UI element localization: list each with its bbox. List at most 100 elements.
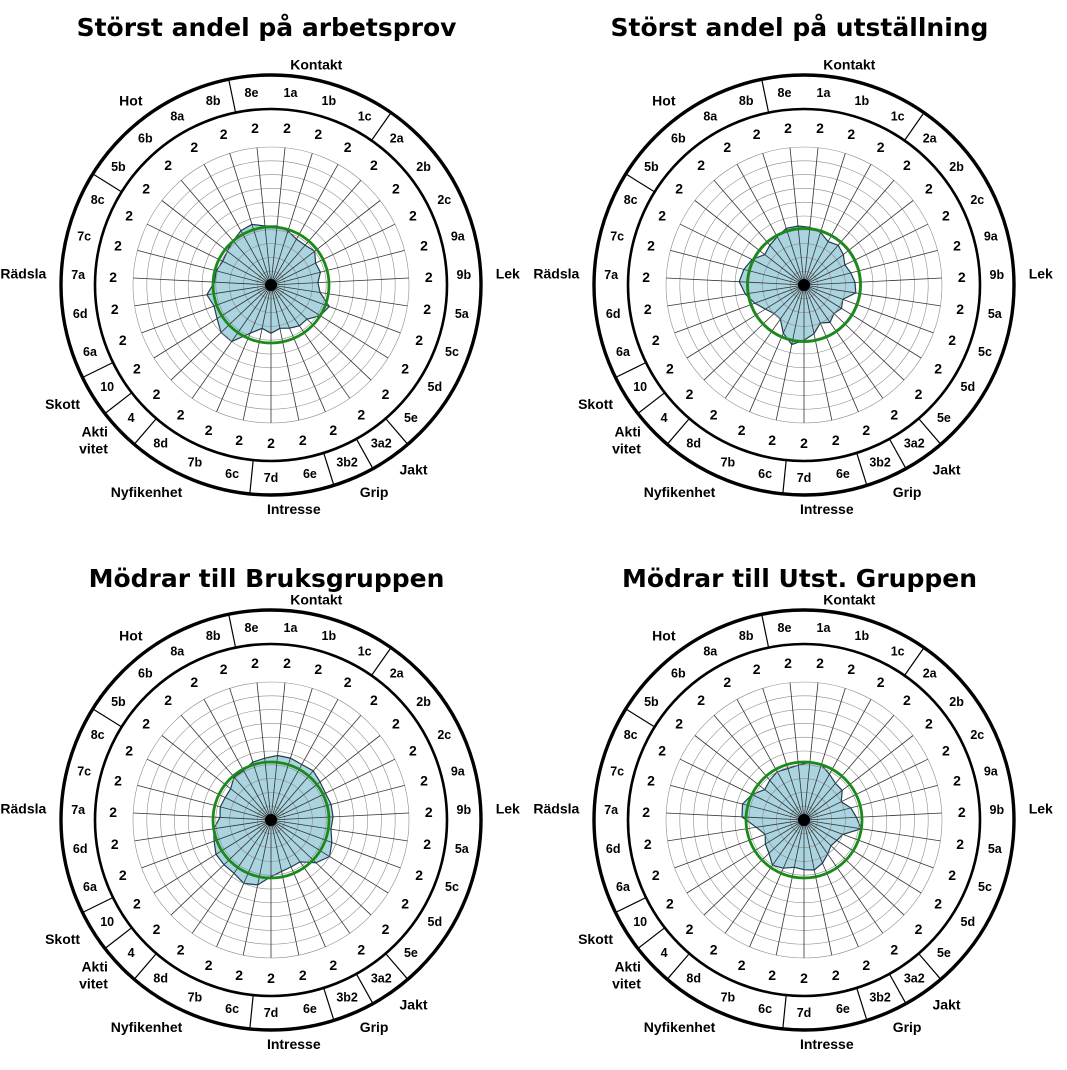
scale-label: 2 xyxy=(816,120,824,136)
scale-label: 2 xyxy=(710,407,718,423)
scale-label: 2 xyxy=(658,742,666,758)
scale-label: 2 xyxy=(903,157,911,173)
category-label: 6a xyxy=(83,345,98,359)
category-label: 3b2 xyxy=(869,990,891,1004)
category-label: 3a2 xyxy=(904,436,925,450)
grid-spoke xyxy=(803,250,938,286)
scale-label: 2 xyxy=(401,361,409,377)
category-label: 5b xyxy=(644,160,659,174)
scale-label: 2 xyxy=(153,921,161,937)
category-label: 5c xyxy=(445,345,459,359)
category-label: 3a2 xyxy=(371,971,392,985)
category-label: 6d xyxy=(606,842,621,856)
group-separator xyxy=(615,361,647,379)
grid-spoke xyxy=(736,699,805,821)
grid-spoke xyxy=(674,819,805,869)
inner-ring xyxy=(626,107,982,463)
category-label: 7a xyxy=(604,268,619,282)
category-label: 6a xyxy=(83,880,98,894)
category-label: 5c xyxy=(978,880,992,894)
group-separator xyxy=(615,896,647,914)
scale-label: 2 xyxy=(862,957,870,973)
category-label: 5d xyxy=(961,380,976,394)
scale-label: 2 xyxy=(800,970,808,986)
scale-label: 2 xyxy=(357,407,365,423)
category-label: 7c xyxy=(610,230,624,244)
group-separator xyxy=(385,418,409,445)
grid-spoke xyxy=(803,682,819,821)
grid-spoke xyxy=(203,164,272,286)
group-separator xyxy=(666,418,690,445)
scale-label: 2 xyxy=(642,804,650,820)
scale-label: 2 xyxy=(382,921,390,937)
category-label: 7d xyxy=(264,1006,279,1020)
grid-spoke xyxy=(180,715,272,821)
category-label: 2a xyxy=(390,667,405,681)
group-separator xyxy=(782,995,787,1029)
chart-title: Mödrar till Bruksgruppen xyxy=(88,564,445,593)
grid-spoke xyxy=(713,180,805,286)
category-label: 2b xyxy=(416,695,431,709)
category-label: 5a xyxy=(988,842,1003,856)
grid-spoke xyxy=(789,682,805,821)
group-label: Kontakt xyxy=(823,57,875,73)
group-separator xyxy=(888,973,907,1004)
grid-spoke xyxy=(153,284,272,359)
chart-title: Störst andel på arbetsprov xyxy=(76,13,457,42)
scale-label: 2 xyxy=(235,432,243,448)
grid-spoke xyxy=(270,785,405,821)
category-label: 4 xyxy=(128,411,135,425)
group-separator xyxy=(666,953,690,980)
scale-label: 2 xyxy=(329,957,337,973)
category-label: 3a2 xyxy=(371,436,392,450)
scale-label: 2 xyxy=(401,896,409,912)
scale-label: 2 xyxy=(119,332,127,348)
grid-spoke xyxy=(270,284,300,421)
category-label: 7b xyxy=(721,990,736,1004)
scale-label: 2 xyxy=(958,804,966,820)
grid-spoke xyxy=(803,758,929,821)
group-separator xyxy=(385,953,409,980)
category-label: 5b xyxy=(111,160,126,174)
group-label: Hot xyxy=(652,92,676,108)
category-label: 8b xyxy=(206,94,221,108)
reference-circle xyxy=(745,226,862,343)
category-label: 5a xyxy=(455,307,470,321)
grid-spoke xyxy=(242,819,272,956)
grid-spoke xyxy=(674,284,805,334)
grid-spoke xyxy=(270,277,409,286)
grid-spoke xyxy=(270,682,286,821)
grid-spoke xyxy=(141,284,272,334)
group-label: Rädsla xyxy=(0,266,46,282)
grid-spoke xyxy=(153,819,272,894)
group-label: Skott xyxy=(45,931,80,947)
category-label: 6b xyxy=(138,667,153,681)
group-separator xyxy=(888,438,907,469)
grid-spoke xyxy=(803,688,846,821)
category-label: 6b xyxy=(671,667,686,681)
scale-label: 2 xyxy=(647,237,655,253)
grid-spoke xyxy=(736,164,805,286)
scale-label: 2 xyxy=(697,692,705,708)
category-label: 6d xyxy=(606,307,621,321)
scale-label: 2 xyxy=(344,674,352,690)
category-label: 9b xyxy=(457,803,472,817)
category-label: 6c xyxy=(225,467,239,481)
group-label: Jakt xyxy=(400,462,428,478)
grid-spoke xyxy=(256,682,272,821)
scale-label: 2 xyxy=(267,435,275,451)
group-separator xyxy=(918,418,942,445)
reference-circle xyxy=(211,225,331,345)
scale-label: 2 xyxy=(934,896,942,912)
group-label: Skott xyxy=(578,396,613,412)
group-label: Grip xyxy=(360,484,389,500)
category-label: 8d xyxy=(153,971,168,985)
category-label: 9a xyxy=(451,765,466,779)
outer-ring xyxy=(592,608,1016,1032)
category-label: 2c xyxy=(437,728,451,742)
category-label: 8c xyxy=(91,728,105,742)
category-label: 3a2 xyxy=(904,971,925,985)
category-label: 3b2 xyxy=(336,455,358,469)
scale-label: 2 xyxy=(948,867,956,883)
scale-label: 2 xyxy=(125,742,133,758)
